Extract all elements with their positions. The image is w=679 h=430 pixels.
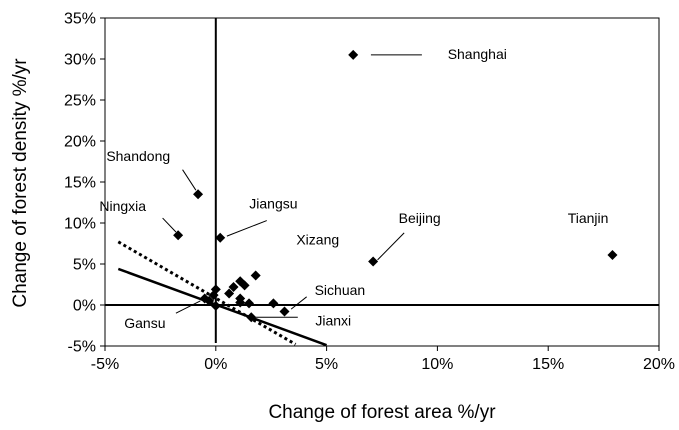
data-point — [204, 295, 215, 306]
data-point — [235, 293, 246, 304]
plot-area — [104, 17, 660, 347]
label-ningxia: Ningxia — [99, 198, 146, 214]
y-tick-label: 30% — [64, 52, 96, 69]
y-tick-label: 5% — [73, 257, 96, 274]
y-tick-label: 25% — [64, 93, 96, 110]
axes — [100, 17, 660, 351]
y-axis-title: Change of forest density %/yr — [10, 58, 31, 308]
data-point — [193, 189, 204, 200]
leader-line-sichuan — [290, 296, 307, 310]
label-gansu: Gansu — [124, 315, 165, 331]
leader-line-ningxia — [162, 217, 177, 233]
data-point — [210, 284, 221, 295]
leader-line-jiangsu — [226, 220, 267, 237]
trend-line-dotted — [117, 240, 297, 346]
data-point — [215, 232, 226, 243]
y-tick-label: 15% — [64, 175, 96, 192]
data-points — [173, 49, 618, 323]
data-point — [368, 256, 379, 267]
x-tick-label: 10% — [421, 356, 453, 373]
data-point — [244, 298, 255, 309]
y-tick-label: 10% — [64, 216, 96, 233]
annotations: Shanghai Tianjin Beijing Xizang Jiangsu Shand… — [99, 46, 608, 331]
y-tick-label: -5% — [68, 339, 96, 356]
leader-line-beijing — [377, 232, 405, 261]
y-tick-label: 35% — [64, 11, 96, 28]
label-jianxi: Jianxi — [315, 313, 351, 329]
label-sichuan: Sichuan — [315, 282, 366, 298]
label-shandong: Shandong — [106, 148, 170, 164]
data-point — [607, 249, 618, 260]
data-point — [239, 280, 250, 291]
leader-line-gansu — [175, 300, 201, 314]
label-shanghai: Shanghai — [448, 46, 507, 62]
label-xizang: Xizang — [296, 231, 339, 247]
reference-lines — [117, 240, 328, 347]
data-point — [250, 270, 261, 281]
data-point — [228, 281, 239, 292]
data-point — [210, 300, 221, 311]
x-tick-label: 0% — [204, 356, 227, 373]
x-tick-label: 15% — [532, 356, 564, 373]
data-point — [246, 312, 257, 323]
plot-frame — [104, 17, 660, 347]
x-axis-title: Change of forest area %/yr — [268, 402, 496, 423]
y-tick-label: 20% — [64, 134, 96, 151]
label-beijing: Beijing — [399, 210, 441, 226]
data-point — [268, 298, 279, 309]
data-point — [279, 306, 290, 317]
data-point — [348, 49, 359, 60]
y-tick-label: 0% — [73, 298, 96, 315]
tick-labels: -5% 0% 5% 10% 15% 20% 25% 30% 35% -5% 0% 5% 10% 15% 20… — [64, 11, 675, 374]
data-point — [173, 230, 184, 241]
trend-line-solid — [117, 267, 328, 347]
data-point — [224, 288, 235, 299]
x-tick-label: -5% — [91, 356, 119, 373]
x-tick-label: 5% — [315, 356, 338, 373]
leader-line-shandong — [182, 169, 197, 191]
label-jiangsu: Jiangsu — [249, 195, 297, 211]
label-tianjin: Tianjin — [568, 210, 609, 226]
x-tick-label: 20% — [643, 356, 675, 373]
